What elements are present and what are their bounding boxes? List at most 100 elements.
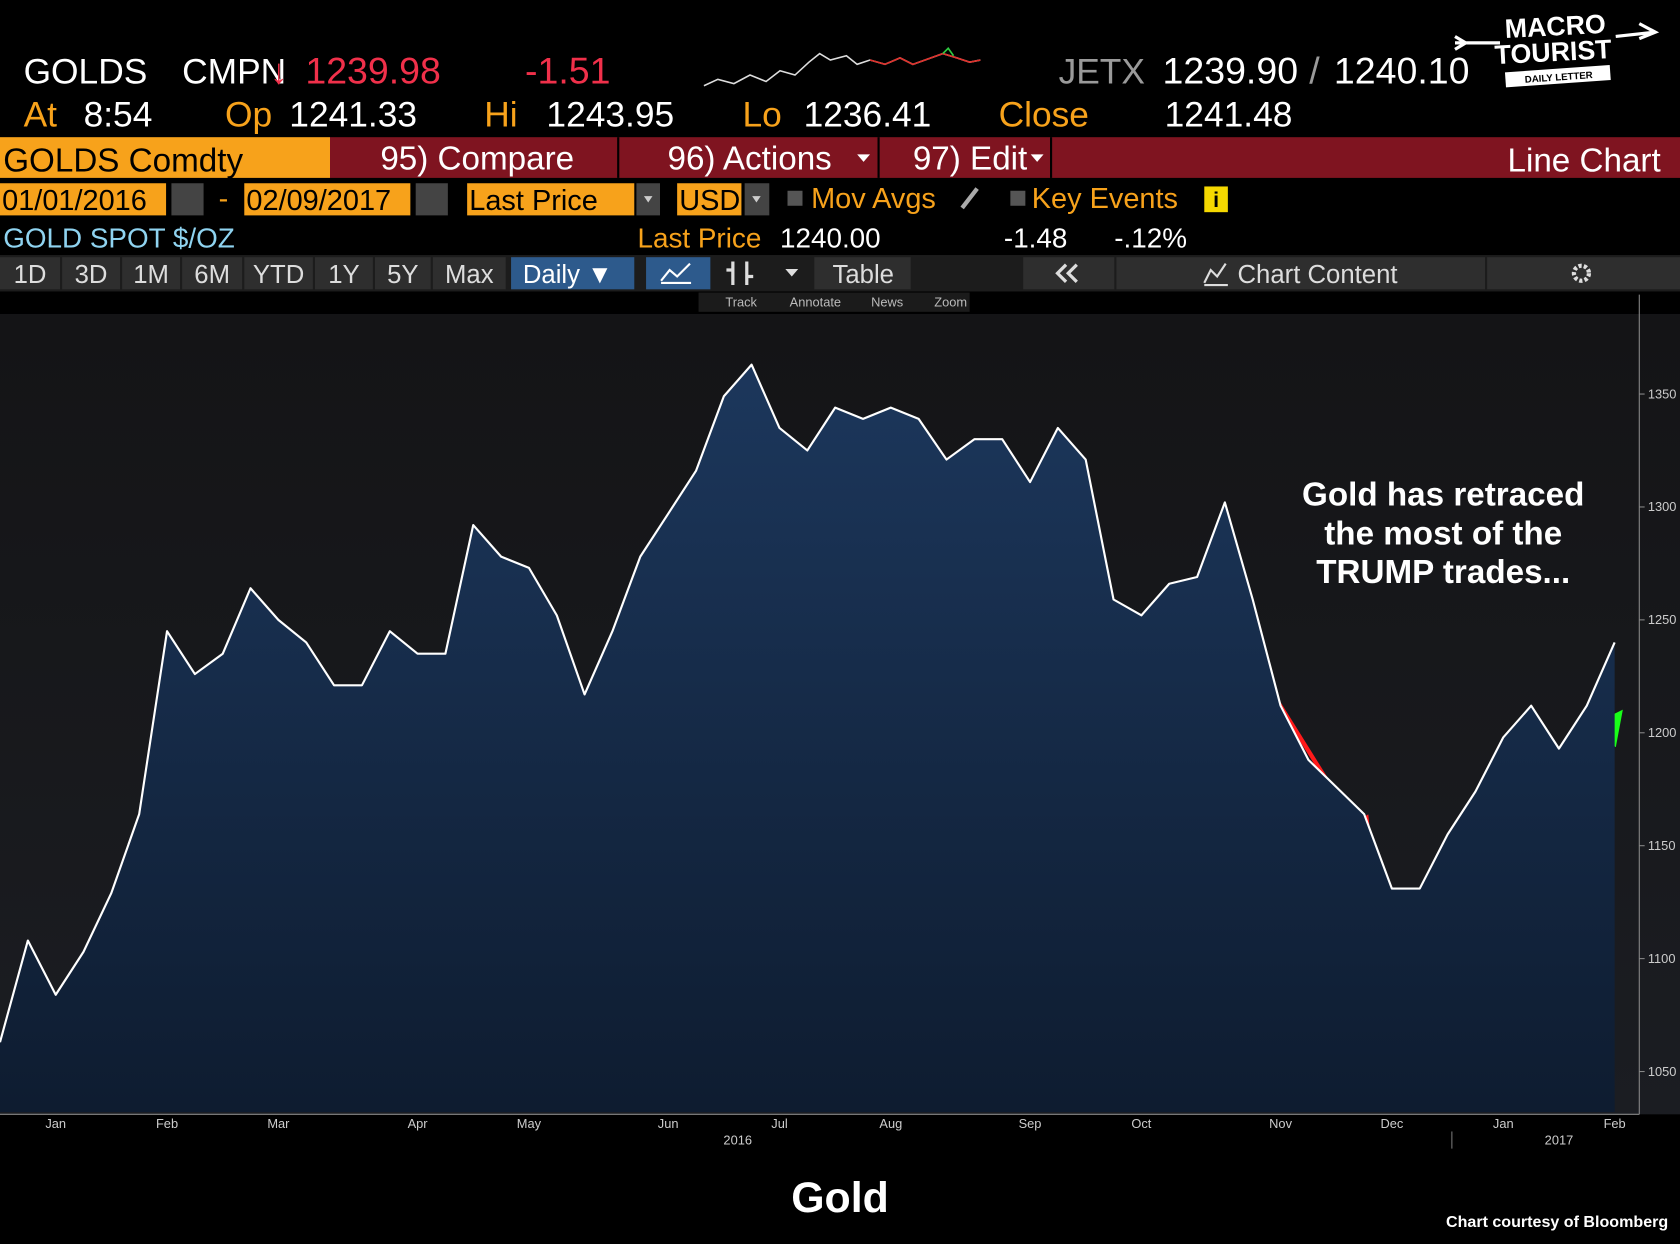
key-events[interactable]: Key Events (1032, 183, 1178, 215)
field[interactable]: Last Price (469, 185, 598, 217)
menu-compare[interactable]: 95) Compare (380, 140, 574, 177)
end-date-box[interactable] (244, 183, 411, 216)
y-tick-label: 1100 (1648, 951, 1676, 966)
caret (643, 196, 653, 203)
period-button[interactable] (511, 257, 635, 290)
table-button[interactable] (814, 257, 911, 290)
logo-line: TOURIST (1494, 34, 1613, 70)
venue: JETX (1059, 53, 1145, 92)
quote-open-label: Op (225, 95, 272, 134)
line (0, 363, 1616, 1043)
range-button[interactable] (315, 257, 373, 290)
start-date[interactable]: 01/01/2016 (2, 185, 147, 217)
checkbox[interactable] (787, 190, 803, 206)
x-group-label: 2017 (1545, 1132, 1574, 1147)
chart-title: Gold (791, 1174, 889, 1222)
down-arrow-glyph: ↓ (270, 53, 288, 92)
calendar-button[interactable] (171, 183, 204, 216)
chart-type-button[interactable] (646, 257, 711, 290)
table-label[interactable]: Table (833, 261, 894, 289)
y-tick-label: 1250 (1648, 612, 1677, 627)
sparkline (703, 52, 981, 87)
currency[interactable]: USD (679, 185, 740, 217)
menu-bar (330, 137, 1680, 178)
range-label[interactable]: Max (445, 261, 494, 289)
caret (1030, 154, 1044, 162)
pencil-icon[interactable] (960, 187, 979, 210)
range-label[interactable]: 6M (194, 261, 230, 289)
ask: 1240.10 (1334, 50, 1470, 92)
tool-label[interactable]: Annotate (790, 294, 841, 309)
tool-strip (698, 292, 970, 312)
bid: 1239.90 (1163, 50, 1299, 92)
security[interactable]: GOLDS Comdty (3, 142, 243, 179)
range-label[interactable]: YTD (253, 261, 304, 289)
annotation: the most of the (1324, 515, 1562, 552)
view-name: Line Chart (1508, 142, 1661, 179)
end-date[interactable]: 02/09/2017 (246, 185, 391, 217)
x-tick-label: Oct (1131, 1116, 1151, 1131)
x-tick-label: Dec (1381, 1116, 1404, 1131)
range-label[interactable]: 5Y (387, 261, 418, 289)
field-box[interactable] (467, 183, 635, 216)
range-button[interactable] (122, 257, 180, 290)
x-tick-label: Aug (879, 1116, 902, 1131)
legend-last: 1240.00 (780, 223, 881, 254)
tool-label[interactable]: News (871, 294, 903, 309)
currency-box[interactable] (677, 183, 742, 216)
range-button[interactable] (182, 257, 243, 290)
start-date-box[interactable] (0, 183, 167, 216)
range-label[interactable]: 3D (75, 261, 108, 289)
y-tick-label: 1150 (1648, 838, 1676, 853)
menu-edit[interactable]: 97) Edit (913, 140, 1027, 177)
chart-type-icon (660, 262, 692, 284)
settings-icon (1571, 263, 1592, 283)
content-label[interactable]: Chart Content (1238, 261, 1398, 289)
quote-close: 1241.48 (1165, 95, 1293, 134)
x-tick-label: Feb (156, 1116, 178, 1131)
range-label[interactable]: 1M (133, 261, 169, 289)
info-icon[interactable] (1204, 186, 1228, 213)
checkbox[interactable] (1010, 190, 1026, 206)
bar-icon[interactable] (726, 261, 754, 286)
content-button[interactable] (1116, 257, 1485, 290)
quote-low-label: Lo (743, 95, 782, 134)
tool-label[interactable]: Track (725, 294, 757, 309)
x-tick-label: Feb (1604, 1116, 1626, 1131)
range-button[interactable] (62, 257, 120, 290)
tool-label[interactable]: Zoom (934, 294, 967, 309)
quote-time: 8:54 (84, 95, 153, 134)
legend-field: Last Price (638, 223, 762, 254)
source-note: Chart courtesy of Bloomberg (1446, 1213, 1668, 1231)
range-button[interactable] (375, 257, 431, 290)
logo-line: MACRO (1504, 9, 1607, 44)
quote-high-label: Hi (484, 95, 517, 134)
range-button[interactable] (432, 257, 506, 290)
period[interactable]: Daily ▼ (523, 261, 613, 289)
x-tick-label: Jan (45, 1116, 66, 1131)
x-tick-label: Sep (1019, 1116, 1042, 1131)
caret[interactable] (785, 268, 799, 277)
settings-button[interactable] (1487, 257, 1680, 290)
logo-arrows (1454, 22, 1660, 51)
area (0, 364, 1615, 1113)
mov-avgs[interactable]: Mov Avgs (811, 183, 936, 215)
quote-high: 1243.95 (546, 95, 674, 134)
x-tick-label: Jul (771, 1116, 787, 1131)
range-label[interactable]: 1Y (328, 261, 359, 289)
info-glyph: i (1213, 188, 1219, 212)
range-button[interactable] (244, 257, 313, 290)
logo-band (1504, 65, 1611, 88)
range-label[interactable]: 1D (14, 261, 47, 289)
source: CMPN (182, 53, 286, 92)
x-tick-label: Jan (1493, 1116, 1514, 1131)
toolbar (0, 255, 1680, 292)
range-button[interactable] (0, 257, 60, 290)
calendar-button[interactable] (415, 183, 448, 216)
content-icon (1203, 263, 1228, 287)
menu-actions[interactable]: 96) Actions (668, 140, 832, 177)
legend-pct: -.12% (1114, 223, 1187, 254)
security-box[interactable] (0, 137, 330, 178)
